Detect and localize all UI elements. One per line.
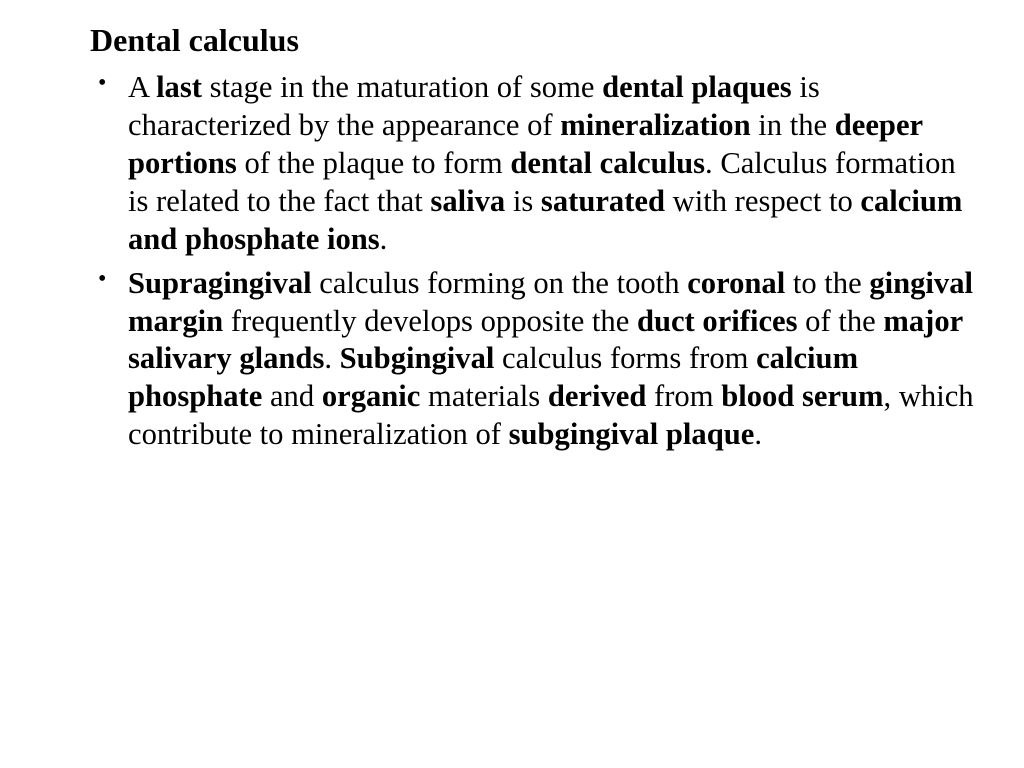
page-title: Dental calculus (90, 22, 974, 59)
text: calculus forming on the tooth (312, 266, 688, 300)
text: materials (420, 379, 547, 413)
bold-text: mineralization (560, 108, 750, 142)
text: of the (798, 304, 884, 338)
bold-text: Subgingival (340, 341, 495, 375)
text: stage in the maturation of some (202, 70, 602, 104)
text: is (505, 184, 541, 218)
text: to the (785, 266, 869, 300)
bold-text: subgingival plaque (509, 417, 755, 451)
text: . (380, 222, 388, 256)
bullet-list: A last stage in the maturation of some d… (92, 69, 974, 454)
bold-text: saliva (430, 184, 505, 218)
bold-text: Supragingival (128, 266, 312, 300)
bold-text: saturated (541, 184, 665, 218)
bold-text: derived (548, 379, 647, 413)
bold-text: coronal (687, 266, 785, 300)
bold-text: organic (322, 379, 421, 413)
text: frequently develops opposite the (223, 304, 637, 338)
bold-text: blood serum (721, 379, 883, 413)
text: of the plaque to form (237, 146, 511, 180)
text: calculus forms from (494, 341, 756, 375)
list-item: Supragingival calculus forming on the to… (92, 265, 974, 455)
bold-text: dental calculus (510, 146, 705, 180)
text: with respect to (665, 184, 860, 218)
text: and (262, 379, 321, 413)
list-item: A last stage in the maturation of some d… (92, 69, 974, 259)
text: in the (751, 108, 835, 142)
bold-text: duct orifices (637, 304, 798, 338)
text: A (128, 70, 156, 104)
bold-text: last (156, 70, 202, 104)
text: . (754, 417, 762, 451)
text: from (646, 379, 721, 413)
text: . (324, 341, 339, 375)
bold-text: dental plaques (602, 70, 792, 104)
